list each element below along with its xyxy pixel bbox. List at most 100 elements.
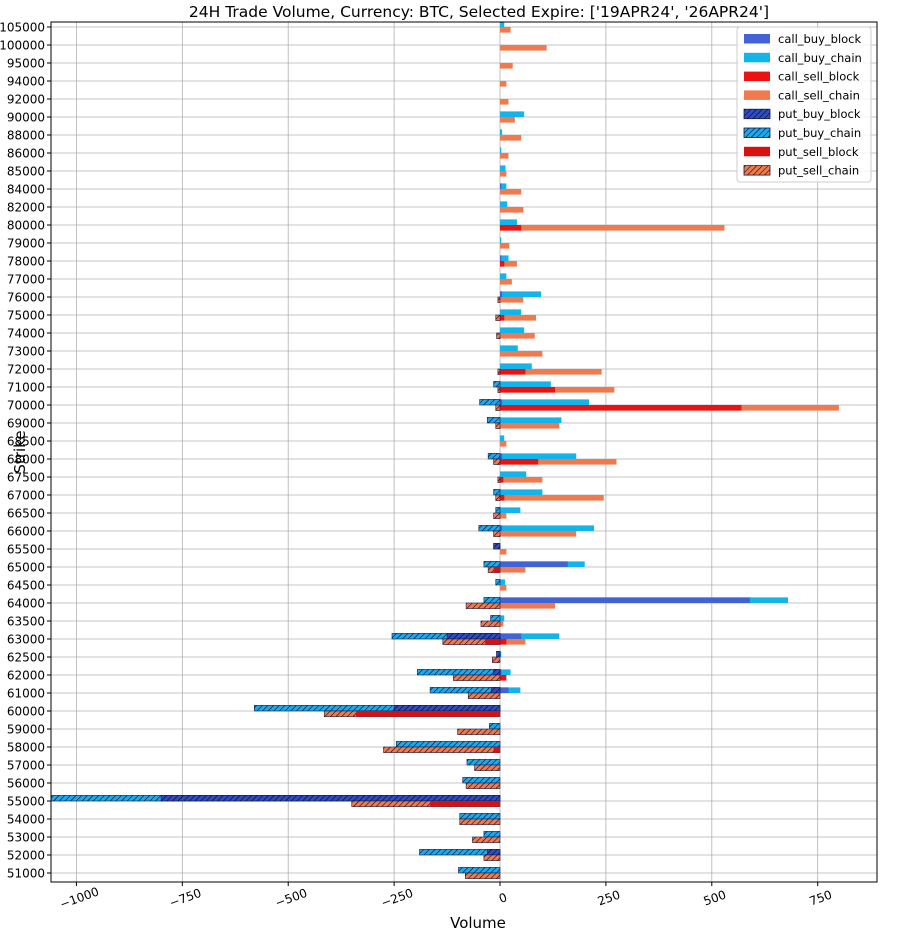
bar-call-sell-chain [500, 477, 543, 483]
x-tick-label: −500 [273, 886, 309, 910]
bar-hatch-put-buy-chain [430, 687, 501, 693]
bar-call-buy-chain [500, 687, 521, 693]
y-tick-label: 100000 [0, 38, 45, 52]
legend-label: put_sell_block [778, 145, 859, 159]
legend-label: put_buy_chain [778, 126, 861, 140]
x-tick-label: 750 [808, 888, 834, 909]
x-tick-label: 500 [702, 888, 728, 909]
bar-hatch-put-buy-chain [419, 849, 501, 855]
y-tick-label: 67000 [7, 488, 45, 502]
bar-call-sell-chain [500, 135, 522, 141]
y-tick-label: 52000 [7, 848, 45, 862]
legend-label: call_buy_block [778, 32, 862, 46]
bar-call-sell-chain [500, 243, 510, 249]
bar-call-sell-chain [500, 639, 526, 645]
legend-swatch-hatch [744, 109, 770, 119]
bar-call-buy-block [500, 633, 522, 639]
bar-hatch-put-buy-chain [254, 705, 501, 711]
bar-call-buy-chain [500, 417, 562, 423]
bar-call-sell-chain [500, 225, 725, 231]
bar-call-buy-chain [500, 507, 521, 513]
bar-call-buy-chain [500, 453, 577, 459]
bar-hatch-put-buy-chain [488, 453, 501, 459]
bar-call-buy-block [500, 561, 568, 567]
y-tick-label: 77000 [7, 272, 45, 286]
bar-call-sell-chain [500, 423, 560, 429]
bar-call-buy-chain [500, 471, 527, 477]
y-tick-label: 59000 [7, 722, 45, 736]
legend-label: put_buy_block [778, 107, 861, 121]
bar-call-buy-chain [500, 579, 506, 585]
bar-hatch-put-buy-chain [493, 489, 501, 495]
y-tick-label: 90000 [7, 110, 45, 124]
bar-put-sell-block [493, 747, 501, 753]
bar-call-sell-block [500, 675, 507, 681]
bar-hatch-put-sell-chain [383, 747, 501, 753]
y-tick-label: 65500 [7, 542, 45, 556]
bar-call-buy-block [500, 399, 503, 405]
legend: call_buy_block call_buy_chain call_sell_bl… [736, 26, 872, 183]
bar-call-buy-chain [500, 183, 507, 189]
bar-call-sell-block [500, 477, 504, 483]
bar-call-buy-chain [500, 345, 518, 351]
chart-title: 24H Trade Volume, Currency: BTC, Selecte… [189, 3, 769, 21]
bar-call-buy-block [500, 669, 502, 675]
bar-hatch-put-sell-chain [492, 657, 501, 663]
bar-hatch-put-sell-chain [497, 387, 501, 393]
bar-call-buy-chain [500, 363, 532, 369]
bar-call-sell-block [500, 387, 556, 393]
y-tick-label: 71000 [7, 380, 45, 394]
bar-call-sell-chain [500, 513, 507, 519]
bar-call-sell-chain [500, 567, 526, 573]
bar-call-sell-chain [500, 603, 556, 609]
y-tick-label: 76000 [7, 290, 45, 304]
legend-box [736, 26, 872, 183]
bar-call-buy-block [500, 687, 509, 693]
bar-hatch-put-buy-chain [458, 867, 501, 873]
bar-hatch-put-buy-chain [493, 381, 501, 387]
bar-hatch-put-buy-block [394, 705, 501, 711]
bar-hatch-put-sell-chain [493, 513, 501, 519]
bar-hatch-put-sell-chain [459, 819, 501, 825]
y-tick-label: 84000 [7, 182, 45, 196]
y-tick-label: 56000 [7, 776, 45, 790]
bar-call-buy-block [500, 291, 503, 297]
bar-hatch-put-buy-chain [478, 525, 501, 531]
bar-call-buy-chain [500, 327, 525, 333]
bar-hatch-put-sell-chain [497, 297, 501, 303]
y-axis-label: Strike [11, 430, 29, 473]
y-tick-label: 80000 [7, 218, 45, 232]
bar-call-sell-block [500, 315, 505, 321]
bar-hatch-put-buy-block [493, 543, 501, 549]
bar-call-buy-chain [500, 129, 503, 135]
bar-call-buy-chain [500, 21, 505, 27]
y-tick-label: 68000 [7, 452, 45, 466]
y-tick-label: 57000 [7, 758, 45, 772]
bar-call-buy-chain [500, 165, 506, 171]
bar-call-sell-chain [500, 45, 547, 51]
y-tick-label: 61000 [7, 686, 45, 700]
bar-call-sell-block [500, 261, 505, 267]
bar-hatch-put-sell-chain [466, 783, 501, 789]
bar-call-sell-block [500, 495, 505, 501]
bar-call-buy-chain [500, 525, 595, 531]
bar-call-buy-chain [500, 219, 517, 225]
bar-call-buy-chain [500, 651, 502, 657]
legend-swatch-hatch [744, 165, 770, 176]
bar-call-buy-block [500, 183, 502, 189]
bar-hatch-put-buy-chain [490, 615, 501, 621]
bar-call-sell-chain [500, 297, 524, 303]
bar-call-sell-chain [500, 495, 604, 501]
bar-call-buy-chain [500, 435, 505, 441]
bar-call-sell-chain [500, 585, 507, 591]
bar-call-sell-chain [500, 99, 509, 105]
y-tick-label: 51000 [7, 866, 45, 880]
y-tick-label: 54000 [7, 812, 45, 826]
bar-hatch-put-sell-chain [495, 405, 501, 411]
bar-call-buy-chain [500, 633, 560, 639]
y-tick-label: 79000 [7, 236, 45, 250]
y-tick-label: 60000 [7, 704, 45, 718]
y-tick-label: 88000 [7, 128, 45, 142]
y-tick-label: 66000 [7, 524, 45, 538]
